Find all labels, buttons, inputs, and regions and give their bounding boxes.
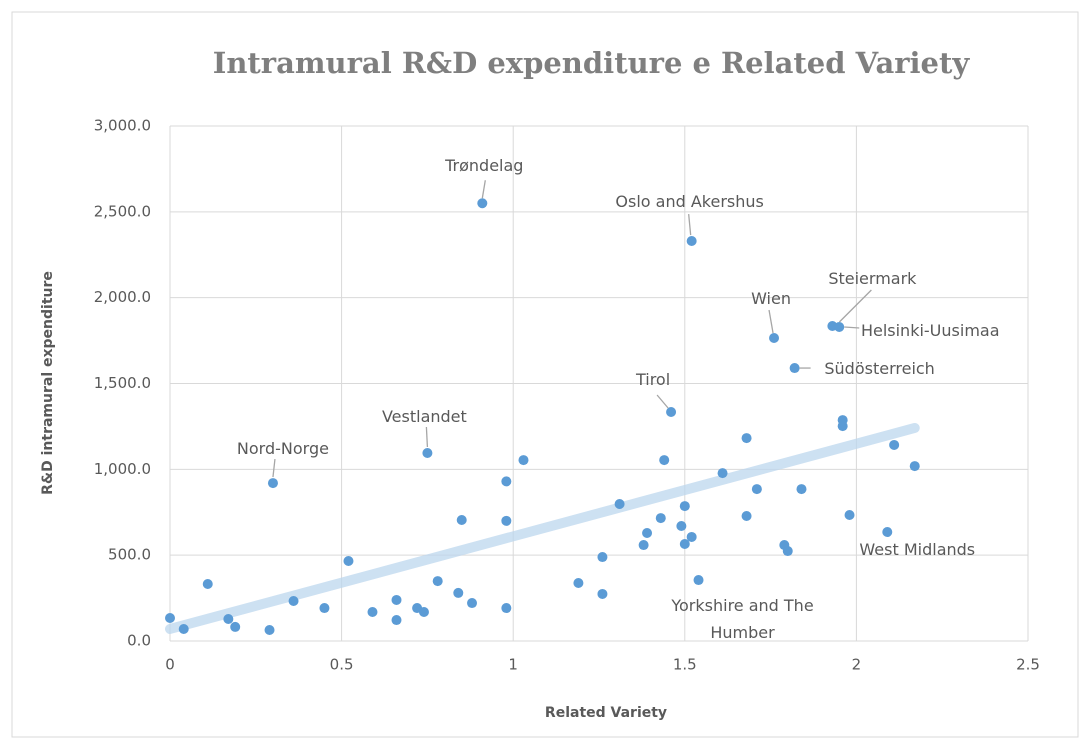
point xyxy=(666,406,677,417)
point xyxy=(391,615,402,626)
trendline xyxy=(165,422,920,634)
point xyxy=(769,333,780,344)
point xyxy=(501,515,512,526)
point xyxy=(679,539,690,550)
x-tick-label: 1 xyxy=(508,656,518,674)
point-label: Tirol xyxy=(635,370,671,390)
point xyxy=(367,606,378,617)
point xyxy=(288,596,299,607)
leader-line xyxy=(688,213,692,236)
point xyxy=(573,577,584,588)
point xyxy=(676,520,687,531)
point-label: Oslo and Akershus xyxy=(615,191,764,211)
point-label: Wien xyxy=(751,288,791,308)
point xyxy=(686,236,697,247)
point xyxy=(741,433,752,444)
y-tick-label: 1,500.0 xyxy=(94,374,151,392)
point xyxy=(597,552,608,563)
point xyxy=(889,439,900,450)
point-label: Südösterreich xyxy=(824,358,935,378)
y-tick-label: 3,000.0 xyxy=(94,117,151,135)
leader-line xyxy=(768,309,774,334)
point xyxy=(319,603,330,614)
point xyxy=(165,612,175,623)
point xyxy=(178,623,189,634)
point xyxy=(882,526,893,537)
point xyxy=(422,448,433,459)
point xyxy=(642,528,653,539)
y-tick-label: 0.0 xyxy=(127,632,151,650)
leader-line xyxy=(272,458,276,478)
point-label: Nord-Norge xyxy=(236,438,329,458)
point xyxy=(844,509,855,520)
point xyxy=(909,461,920,472)
point xyxy=(796,484,807,495)
point xyxy=(614,499,625,510)
x-axis-title: Related Variety xyxy=(545,705,667,721)
point xyxy=(638,540,649,551)
x-tick-label: 0.5 xyxy=(330,656,354,674)
point xyxy=(477,198,488,209)
point xyxy=(453,587,464,598)
point xyxy=(230,621,241,632)
chart-title: Intramural R&D expenditure e Related Var… xyxy=(213,46,971,80)
point xyxy=(659,455,670,466)
point xyxy=(202,579,213,590)
point xyxy=(456,514,467,525)
leader-line xyxy=(481,180,486,199)
x-tick-label: 2 xyxy=(852,656,862,674)
point xyxy=(679,501,690,512)
leader-line xyxy=(656,394,669,409)
leader-line xyxy=(844,326,860,329)
y-tick-label: 2,000.0 xyxy=(94,288,151,306)
point xyxy=(789,363,800,374)
y-tick-label: 2,500.0 xyxy=(94,202,151,220)
point xyxy=(264,625,275,636)
point xyxy=(518,455,529,466)
point xyxy=(655,513,666,524)
point-label: West Midlands xyxy=(859,540,976,560)
point xyxy=(418,606,429,617)
point xyxy=(837,415,848,426)
point xyxy=(751,484,762,495)
point xyxy=(267,478,278,489)
point xyxy=(432,576,443,587)
point-label: Steiermark xyxy=(828,269,917,289)
point-label: Helsinki-Uusimaa xyxy=(860,320,1000,340)
point-label: Trøndelag xyxy=(445,155,524,175)
point xyxy=(501,603,512,614)
point xyxy=(782,546,793,557)
point xyxy=(501,476,512,487)
point xyxy=(741,511,752,522)
point xyxy=(343,556,354,567)
point xyxy=(834,322,845,333)
leader-line xyxy=(838,289,872,323)
y-tick-label: 500.0 xyxy=(108,546,151,564)
y-axis-title: R&D intramural expenditure xyxy=(40,271,56,495)
y-tick-label: 1,000.0 xyxy=(94,460,151,478)
point xyxy=(223,614,234,625)
x-tick-label: 2.5 xyxy=(1016,656,1040,674)
point xyxy=(693,575,704,586)
point xyxy=(717,468,728,479)
point xyxy=(597,588,608,599)
point xyxy=(686,531,697,542)
point xyxy=(467,598,478,609)
x-tick-label: 0 xyxy=(165,656,175,674)
x-tick-label: 1.5 xyxy=(673,656,697,674)
point xyxy=(391,594,402,605)
leader-line xyxy=(425,426,429,448)
point-label: Vestlandet xyxy=(381,406,467,426)
chart-border xyxy=(11,11,1079,738)
point-label: Yorkshire and The Humber xyxy=(671,596,814,643)
